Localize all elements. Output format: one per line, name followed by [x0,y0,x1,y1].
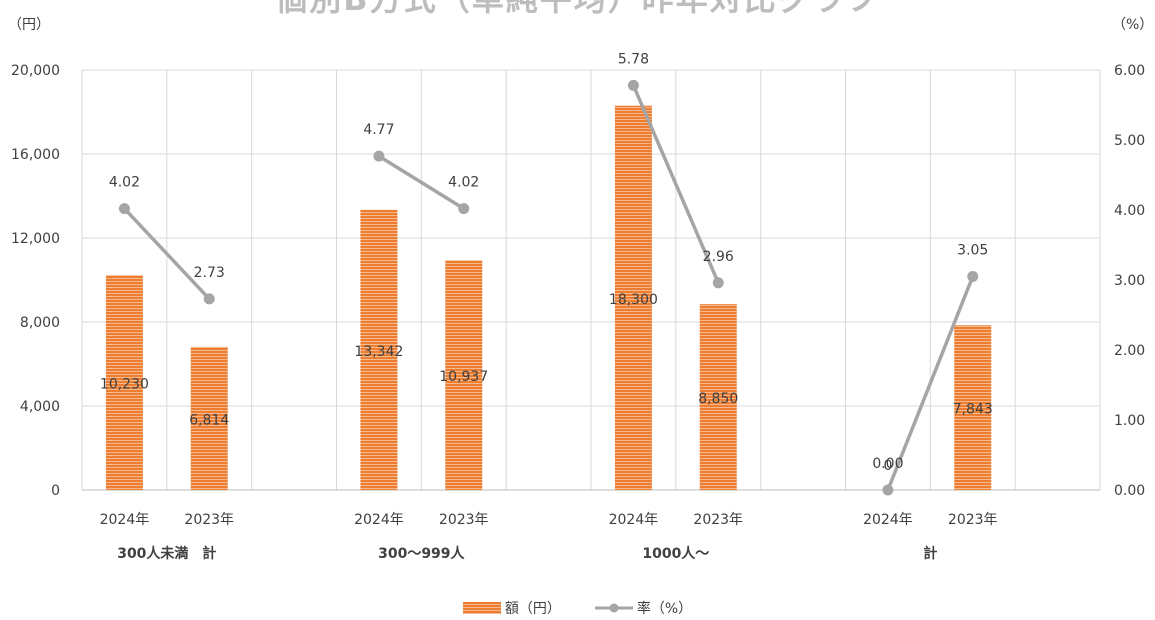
rate-line-segment [377,154,465,211]
x-category-label: 2024年 [863,512,913,528]
x-category-label: 2023年 [184,512,234,528]
rate-point [882,484,894,496]
rate-point [458,203,470,215]
rate-point [967,271,979,282]
x-category-label: 2023年 [693,512,743,528]
bar [699,304,737,490]
y-left-tick-label: 12,000 [11,231,60,247]
x-category-label: 2024年 [354,512,404,528]
y-right-tick-label: 5.00 [1114,133,1145,149]
bar-data-label: 8,850 [698,391,738,407]
x-category-label: 2023年 [948,512,998,528]
rate-data-label: 4.02 [109,175,140,191]
bar [445,260,483,490]
bar [614,105,652,490]
legend-item-amount: 額（円） [462,598,561,618]
y-right-tick-label: 1.00 [1114,413,1145,429]
legend-label-rate: 率（%） [636,601,693,617]
y-left-tick-label: 16,000 [11,147,60,163]
legend-item-rate: 率（%） [594,598,693,618]
x-category-label: 2024年 [609,512,659,528]
x-group-label: 300～999人 [378,545,465,562]
rate-data-label: 3.05 [957,243,988,259]
bar-data-label: 10,230 [100,377,149,393]
y-left-tick-label: 20,000 [11,63,60,79]
x-group-label: 300人未満 計 [117,545,216,562]
rate-line-segment [631,84,720,284]
bar-data-label: 0 [883,458,892,474]
right-axis-unit: （%） [1112,17,1154,33]
chart-title: 個別B方式（単純平均）昨年対比グラフ [0,0,1155,20]
rate-point [203,293,215,305]
y-right-tick-label: 4.00 [1114,203,1145,219]
rate-point [118,203,130,215]
rate-point [627,79,639,91]
bar-data-label: 18,300 [609,292,658,308]
x-category-label: 2024年 [100,512,150,528]
x-category-label: 2023年 [439,512,489,528]
bar [360,209,398,490]
rate-data-label: 0.00 [872,456,903,472]
y-left-tick-label: 4,000 [20,399,60,415]
legend-line-swatch [594,603,633,613]
rate-point [373,150,385,162]
rate-line-segment [123,207,211,301]
y-right-tick-label: 0.00 [1114,483,1145,499]
bar-data-label: 10,937 [439,369,488,385]
chart-legend: 額（円） 率（%） [0,598,1155,618]
y-left-tick-label: 0 [51,483,60,499]
y-right-tick-label: 3.00 [1114,273,1145,289]
bar-data-label: 7,843 [953,402,993,418]
legend-label-amount: 額（円） [504,601,561,617]
bar [190,346,228,490]
y-right-tick-label: 6.00 [1114,63,1145,79]
left-axis-unit: （円） [8,17,50,33]
rate-data-label: 5.78 [618,51,649,67]
rate-data-label: 4.77 [363,122,394,138]
rate-data-label: 2.96 [703,249,734,265]
bar [105,275,143,490]
rate-point [712,277,724,289]
bar-data-label: 13,342 [354,344,403,360]
bar [954,325,992,490]
y-left-tick-label: 8,000 [20,315,60,331]
rate-line-segment [886,275,975,491]
y-right-tick-label: 2.00 [1114,343,1145,359]
x-group-label: 計 [923,545,937,562]
bar-data-label: 6,814 [189,412,229,428]
legend-bar-swatch [462,602,501,614]
x-group-label: 1000人～ [642,545,709,562]
rate-data-label: 2.73 [194,265,225,281]
rate-data-label: 4.02 [448,175,479,191]
